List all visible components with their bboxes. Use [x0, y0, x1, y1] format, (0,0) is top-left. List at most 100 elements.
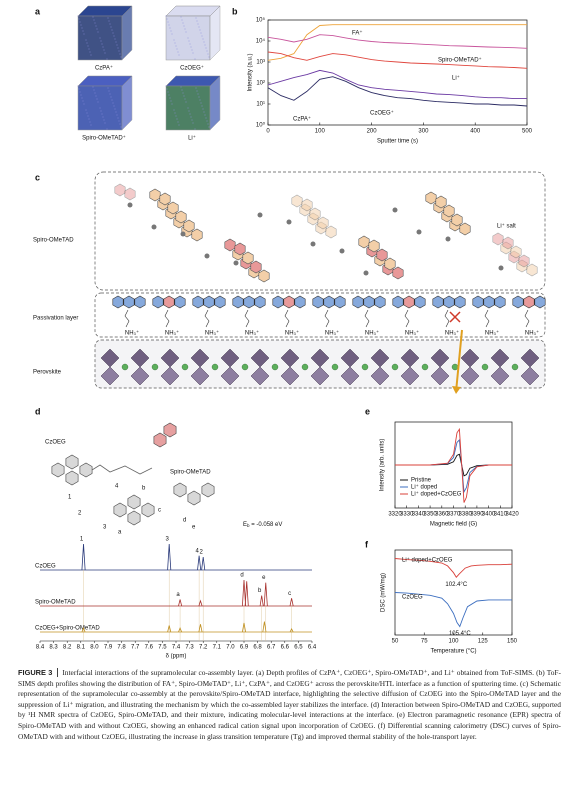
ammonium-label: NH₃⁺ [445, 330, 459, 337]
x-tick-label: 3410 [494, 512, 508, 518]
binding-energy: Eb = -0.058 eV [243, 522, 282, 529]
li-ion [286, 219, 292, 225]
octahedron [220, 366, 240, 386]
octahedron [100, 366, 120, 386]
x-tick-label: 3320 [388, 512, 402, 518]
li-ion [416, 229, 422, 235]
ring [301, 198, 313, 212]
cube-speckle [196, 90, 198, 92]
ring [358, 235, 370, 249]
x-tick-label: 100 [448, 639, 459, 645]
ring [483, 295, 495, 309]
cube-speckle [119, 123, 121, 125]
cube-speckle [92, 16, 94, 18]
cube-speckle [176, 118, 178, 120]
cube-speckle [184, 98, 186, 100]
peak [289, 628, 294, 633]
cube-speckle [104, 122, 106, 124]
cube-speckle [208, 126, 210, 128]
x-axis-label: δ (ppm) [166, 654, 187, 660]
cube-speckle [166, 18, 168, 20]
ring [459, 222, 471, 236]
cube-speckle [120, 56, 122, 58]
cube-speckle [184, 28, 186, 30]
cube-speckle [116, 44, 118, 46]
cube-speckle [177, 51, 179, 53]
octahedron [190, 366, 210, 386]
cube-speckle [199, 99, 201, 101]
cube-speckle [188, 110, 190, 112]
x-tick-label: 7.9 [104, 645, 113, 651]
ring [451, 213, 463, 227]
cube-speckle [197, 93, 199, 95]
cube-speckle [115, 111, 117, 113]
legend-label: Li⁺ doped+CzOEG [411, 491, 462, 498]
cube-speckle [94, 92, 96, 94]
ring [232, 295, 244, 309]
cube-speckle [96, 98, 98, 100]
y-axis-label: DSC (mW/mg) [381, 573, 387, 612]
ammonium-label: NH₃⁺ [525, 330, 539, 337]
cube-speckle [101, 113, 103, 115]
cube-speckle [77, 85, 79, 87]
x-tick-label: 7.0 [226, 645, 235, 651]
cube-speckle [178, 54, 180, 56]
migration-arrow [455, 329, 463, 393]
ring [294, 295, 306, 309]
cube-speckle [167, 21, 169, 23]
molecule-label: Spiro-OMeTAD [170, 470, 211, 476]
panel-letter: e [365, 406, 370, 416]
ring [334, 295, 346, 309]
cube-speckle [120, 126, 122, 128]
series-line [394, 592, 512, 628]
x-tick-label: 8.2 [63, 645, 72, 651]
ammonium-label: NH₃⁺ [245, 330, 259, 337]
x-tick-label: 7.6 [145, 645, 154, 651]
cube-speckle [205, 117, 207, 119]
cube-speckle [185, 31, 187, 33]
ring [201, 482, 215, 498]
peak [262, 621, 267, 633]
x-tick-label: 6.8 [253, 645, 262, 651]
ring [523, 295, 535, 309]
peak [81, 543, 86, 571]
annotation: 105.4°C [449, 631, 471, 637]
ring [192, 295, 204, 309]
cube-speckle [202, 108, 204, 110]
linker [124, 309, 130, 328]
cube-speckle [106, 58, 108, 60]
cube-speckle [199, 29, 201, 31]
series-label: CzOEG [35, 564, 56, 570]
ring [425, 191, 437, 205]
peak [167, 543, 172, 571]
ring [363, 295, 375, 309]
cube-speckle [88, 48, 90, 50]
panel-letter: f [365, 539, 369, 549]
cation [451, 363, 459, 371]
ring [183, 219, 195, 233]
peak [198, 624, 203, 633]
cube-speckle [99, 107, 101, 109]
ring [191, 228, 203, 242]
x-tick-label: 75 [421, 639, 428, 645]
cube-speckle [201, 105, 203, 107]
peak-label: d [240, 573, 243, 579]
series-line [267, 76, 528, 107]
octahedron [490, 366, 510, 386]
x-tick-label: 50 [392, 639, 399, 645]
cube-label: Li⁺ [188, 135, 196, 142]
x-tick-label: 7.2 [199, 645, 208, 651]
cube-speckle [95, 95, 97, 97]
peak-label: e [262, 575, 266, 581]
ring [243, 295, 255, 309]
cube-speckle [78, 18, 80, 20]
li-ion [339, 248, 345, 254]
cube-speckle [86, 42, 88, 44]
peak [178, 627, 183, 633]
cube-speckle [88, 118, 90, 120]
x-tick-label: 3420 [505, 512, 519, 518]
ring [163, 295, 175, 309]
cube-speckle [188, 40, 190, 42]
panel-letter: a [35, 6, 41, 16]
atom-label: 2 [78, 511, 82, 517]
